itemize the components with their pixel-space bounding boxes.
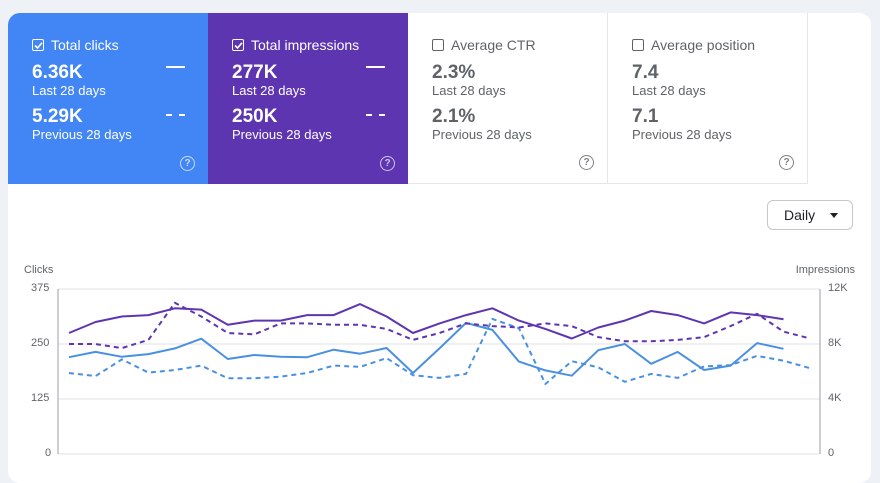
current-period-label: Last 28 days bbox=[632, 83, 706, 98]
y-right-axis-title: Impressions bbox=[795, 264, 855, 276]
current-value: 7.4 bbox=[632, 62, 659, 83]
performance-chart[interactable] bbox=[0, 0, 880, 462]
card-header: Average CTR bbox=[432, 36, 607, 54]
y-right-tick: 12K bbox=[828, 282, 848, 294]
solid-line-legend-icon bbox=[166, 66, 185, 68]
card-header: Total impressions bbox=[232, 36, 408, 54]
checkbox-checked-icon[interactable] bbox=[232, 39, 244, 51]
card-label: Total impressions bbox=[251, 37, 360, 53]
checkbox-unchecked-icon[interactable] bbox=[632, 39, 644, 51]
granularity-selected: Daily bbox=[784, 207, 816, 223]
metric-cards: Total clicks 6.36K Last 28 days 5.29K Pr… bbox=[8, 13, 808, 184]
previous-value: 2.1% bbox=[432, 106, 476, 127]
chart-grid bbox=[57, 288, 821, 455]
help-icon[interactable]: ? bbox=[380, 156, 395, 171]
previous-value: 250K bbox=[232, 106, 278, 127]
checkbox-unchecked-icon[interactable] bbox=[432, 39, 444, 51]
current-period-label: Last 28 days bbox=[32, 83, 106, 98]
card-average-ctr[interactable]: Average CTR 2.3% Last 28 days 2.1% Previ… bbox=[408, 13, 608, 184]
y-left-tick: 250 bbox=[31, 337, 50, 349]
card-average-position[interactable]: Average position 7.4 Last 28 days 7.1 Pr… bbox=[608, 13, 808, 184]
previous-period-label: Previous 28 days bbox=[632, 127, 732, 142]
previous-period-label: Previous 28 days bbox=[32, 127, 132, 142]
y-right-tick: 0 bbox=[828, 447, 835, 459]
current-value: 2.3% bbox=[432, 62, 476, 83]
performance-panel: Total clicks 6.36K Last 28 days 5.29K Pr… bbox=[8, 13, 871, 483]
card-header: Average position bbox=[632, 36, 807, 54]
help-icon[interactable]: ? bbox=[579, 155, 594, 170]
y-left-tick: 375 bbox=[31, 282, 50, 294]
granularity-dropdown[interactable]: Daily bbox=[767, 200, 853, 230]
series-line-total-clicks-current bbox=[68, 321, 784, 377]
chart-lines bbox=[68, 301, 811, 385]
current-period-label: Last 28 days bbox=[232, 83, 306, 98]
y-left-tick: 0 bbox=[45, 447, 52, 459]
current-period-label: Last 28 days bbox=[432, 83, 506, 98]
card-label: Average CTR bbox=[451, 37, 536, 53]
y-left-axis-title: Clicks bbox=[24, 264, 54, 276]
series-line-total-impressions-previous bbox=[69, 301, 811, 350]
card-label: Average position bbox=[651, 37, 756, 53]
previous-period-label: Previous 28 days bbox=[232, 127, 332, 142]
dashed-line-legend-icon bbox=[366, 114, 385, 116]
previous-period-label: Previous 28 days bbox=[432, 127, 532, 142]
dashed-line-legend-icon bbox=[166, 114, 185, 116]
caret-down-icon bbox=[830, 213, 838, 218]
checkbox-checked-icon[interactable] bbox=[32, 39, 44, 51]
card-total-impressions[interactable]: Total impressions 277K Last 28 days 250K… bbox=[208, 13, 408, 184]
current-value: 6.36K bbox=[32, 62, 83, 83]
series-line-total-impressions-current bbox=[68, 303, 784, 340]
solid-line-legend-icon bbox=[366, 66, 385, 68]
y-right-tick: 8K bbox=[828, 337, 842, 349]
current-value: 277K bbox=[232, 62, 278, 83]
y-left-tick: 125 bbox=[31, 392, 50, 404]
card-header: Total clicks bbox=[32, 36, 208, 54]
previous-value: 7.1 bbox=[632, 106, 659, 127]
previous-value: 5.29K bbox=[32, 106, 83, 127]
card-label: Total clicks bbox=[51, 37, 119, 53]
help-icon[interactable]: ? bbox=[779, 155, 794, 170]
help-icon[interactable]: ? bbox=[180, 156, 195, 171]
y-right-tick: 4K bbox=[828, 392, 842, 404]
series-line-total-clicks-previous bbox=[68, 317, 811, 385]
card-total-clicks[interactable]: Total clicks 6.36K Last 28 days 5.29K Pr… bbox=[8, 13, 208, 184]
